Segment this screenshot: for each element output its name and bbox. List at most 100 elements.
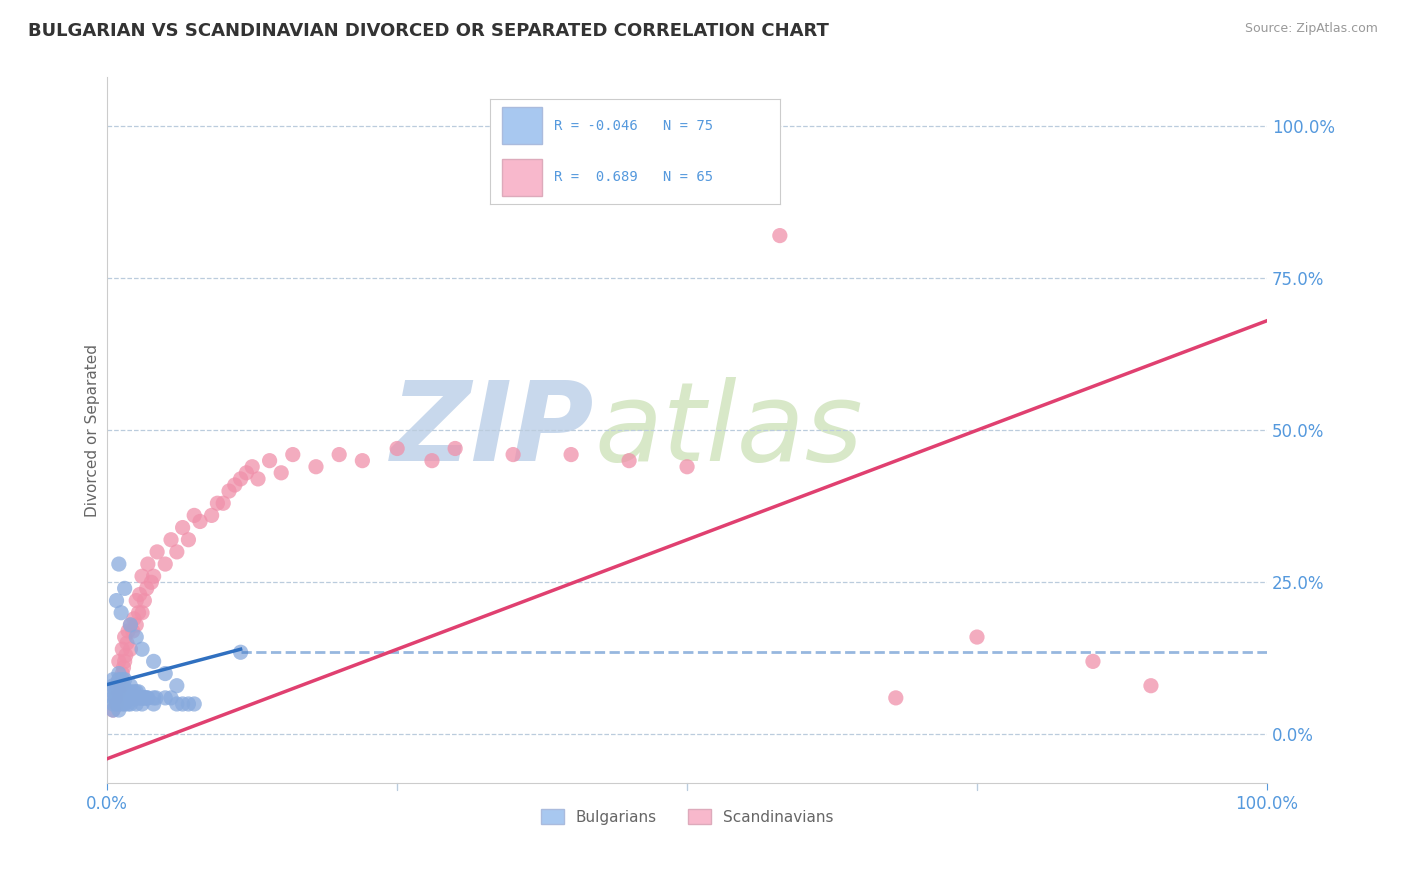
Point [127, 690, 149, 705]
Point [560, 448, 582, 462]
Point [104, 685, 127, 699]
Point [120, 685, 142, 699]
Point [224, 478, 246, 492]
Point [114, 648, 136, 663]
Point [160, 533, 183, 547]
Point [270, 466, 292, 480]
Text: BULGARIAN VS SCANDINAVIAN DIVORCED OR SEPARATED CORRELATION CHART: BULGARIAN VS SCANDINAVIAN DIVORCED OR SE… [28, 22, 830, 40]
Point [122, 685, 145, 699]
Point [105, 685, 128, 699]
Point [108, 673, 131, 687]
Point [146, 545, 169, 559]
Point [1140, 679, 1163, 693]
Point [201, 508, 224, 523]
Point [769, 228, 792, 243]
Point [110, 679, 132, 693]
Point [104, 690, 127, 705]
Point [125, 690, 148, 705]
Point [125, 697, 148, 711]
Point [207, 496, 229, 510]
Point [125, 630, 148, 644]
Point [120, 679, 142, 693]
Point [420, 453, 443, 467]
Point [134, 593, 156, 607]
Point [141, 575, 163, 590]
Point [142, 654, 165, 668]
Point [246, 472, 269, 486]
Point [112, 660, 135, 674]
Point [128, 587, 150, 601]
Point [229, 472, 252, 486]
Point [117, 624, 139, 638]
Point [114, 685, 136, 699]
Point [117, 697, 139, 711]
Point [120, 690, 142, 705]
Point [114, 697, 136, 711]
Point [125, 593, 148, 607]
Point [112, 679, 135, 693]
Point [108, 557, 131, 571]
Point [135, 582, 157, 596]
Point [177, 697, 200, 711]
Point [111, 666, 134, 681]
Point [884, 690, 907, 705]
Point [108, 666, 131, 681]
Point [142, 569, 165, 583]
Point [166, 697, 188, 711]
Point [188, 515, 211, 529]
Point [104, 690, 127, 705]
Point [101, 690, 124, 705]
Point [110, 679, 132, 693]
Point [281, 448, 304, 462]
Point [108, 685, 131, 699]
Point [1081, 654, 1104, 668]
Point [114, 582, 136, 596]
Point [136, 557, 159, 571]
Point [101, 697, 124, 711]
Text: ZIP: ZIP [391, 376, 595, 483]
Point [502, 448, 524, 462]
Point [125, 685, 148, 699]
Point [172, 520, 194, 534]
Point [101, 673, 124, 687]
Point [105, 593, 128, 607]
Point [124, 690, 146, 705]
Point [183, 508, 205, 523]
Point [101, 685, 124, 699]
Point [131, 697, 153, 711]
Point [108, 690, 131, 705]
Point [121, 690, 143, 705]
Point [142, 690, 165, 705]
Point [128, 606, 150, 620]
Point [110, 606, 132, 620]
Point [212, 496, 235, 510]
Point [155, 557, 177, 571]
Point [328, 448, 350, 462]
Point [114, 685, 136, 699]
Point [115, 636, 138, 650]
Point [122, 612, 145, 626]
Point [120, 618, 142, 632]
Point [108, 654, 131, 668]
Point [134, 690, 156, 705]
Point [142, 697, 165, 711]
Point [101, 703, 124, 717]
Point [145, 690, 167, 705]
Point [115, 690, 138, 705]
Point [136, 690, 159, 705]
Point [101, 679, 124, 693]
Point [155, 666, 177, 681]
Point [676, 459, 699, 474]
Point [105, 697, 128, 711]
Point [166, 545, 188, 559]
Point [112, 690, 135, 705]
Point [120, 618, 142, 632]
Point [385, 442, 408, 456]
Point [218, 484, 240, 499]
Point [131, 606, 153, 620]
Point [105, 697, 128, 711]
Point [120, 697, 142, 711]
Point [108, 685, 131, 699]
Point [114, 673, 136, 687]
Point [352, 453, 374, 467]
